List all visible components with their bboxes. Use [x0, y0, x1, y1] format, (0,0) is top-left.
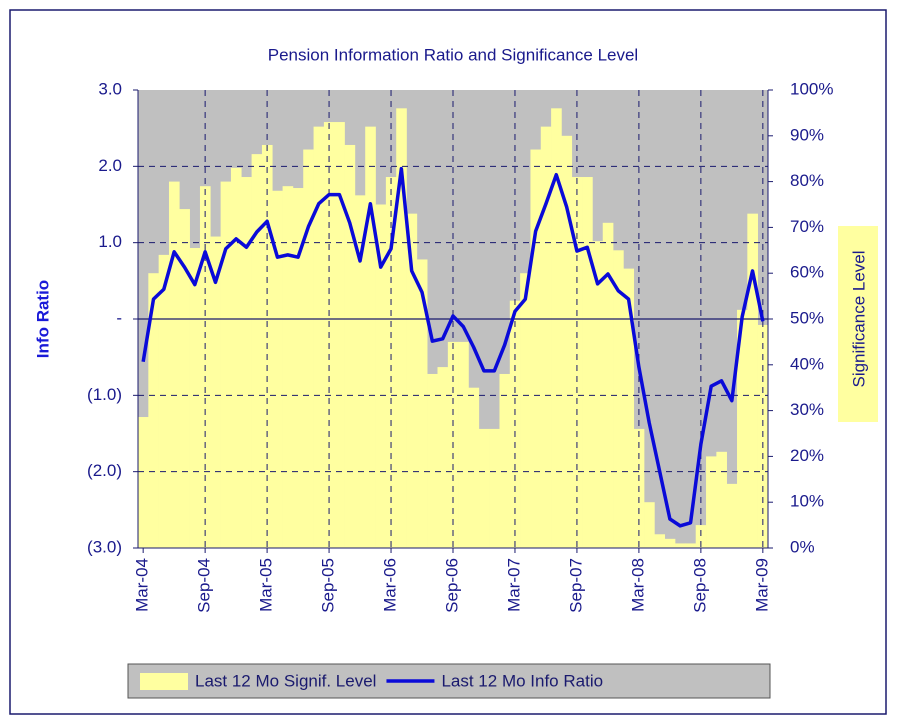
x-tick-label: Sep-06: [442, 558, 461, 613]
bar: [230, 167, 242, 549]
bar: [334, 122, 345, 548]
x-tick-label: Mar-08: [628, 558, 647, 612]
bar: [210, 236, 221, 548]
bar: [747, 213, 758, 548]
bar: [282, 186, 294, 548]
chart-title: Pension Information Ratio and Significan…: [268, 45, 638, 64]
y-tick-label: -: [116, 308, 122, 327]
bar: [540, 126, 552, 548]
bar: [664, 538, 676, 548]
bar: [551, 108, 562, 548]
bar: [220, 181, 232, 548]
bar: [458, 341, 469, 548]
bar: [344, 144, 356, 548]
bar: [396, 108, 407, 548]
y2-tick-label: 50%: [790, 308, 824, 327]
bar: [138, 417, 149, 548]
bar: [499, 373, 511, 548]
bar: [530, 149, 542, 549]
bar: [592, 241, 604, 548]
legend-swatch: [140, 673, 188, 690]
y2-tick-label: 100%: [790, 79, 833, 98]
bar: [685, 543, 697, 548]
bar: [571, 177, 583, 548]
y-axis-title: Info Ratio: [33, 280, 52, 358]
y2-tick-label: 70%: [790, 217, 824, 236]
bar: [427, 373, 438, 548]
bar: [272, 190, 283, 548]
bar: [179, 209, 190, 548]
bar: [168, 181, 180, 548]
bar: [148, 273, 159, 548]
bar: [158, 254, 170, 548]
bar: [478, 428, 490, 548]
bar: [613, 250, 624, 549]
bar: [582, 177, 593, 548]
bar: [354, 195, 366, 548]
x-tick-label: Mar-04: [133, 558, 152, 612]
y-tick-label: (2.0): [87, 461, 122, 480]
bar: [385, 177, 397, 548]
bar: [416, 259, 428, 548]
y2-axis-title: Significance Level: [849, 250, 868, 387]
bar: [644, 502, 655, 548]
x-tick-label: Sep-08: [690, 558, 709, 613]
x-tick-label: Sep-07: [566, 558, 585, 613]
y2-tick-label: 90%: [790, 125, 824, 144]
y2-tick-label: 60%: [790, 263, 824, 282]
y2-tick-label: 10%: [790, 492, 824, 511]
x-tick-label: Mar-06: [381, 558, 400, 612]
y2-tick-label: 30%: [790, 400, 824, 419]
x-tick-label: Mar-05: [257, 558, 276, 612]
bar: [313, 126, 325, 548]
legend-box: [127, 663, 771, 699]
x-tick-label: Mar-07: [504, 558, 523, 612]
bar: [675, 543, 686, 548]
y2-tick-label: 40%: [790, 354, 824, 373]
bar: [303, 149, 314, 549]
bar: [406, 213, 418, 548]
x-tick-label: Mar-09: [752, 558, 771, 612]
y-tick-label: (1.0): [87, 385, 122, 404]
bar: [716, 451, 727, 548]
y2-tick-label: 0%: [790, 537, 815, 556]
y-tick-label: (3.0): [87, 537, 122, 556]
bar: [706, 456, 717, 548]
y2-title-box: [838, 226, 878, 422]
y-tick-label: 1.0: [98, 232, 122, 251]
x-tick-label: Sep-05: [319, 558, 338, 613]
bar: [241, 177, 252, 548]
bar: [251, 154, 263, 548]
bar: [375, 204, 387, 548]
bar: [468, 387, 480, 548]
x-tick-label: Sep-04: [195, 558, 214, 613]
bar: [695, 525, 707, 548]
y-tick-label: 3.0: [98, 79, 122, 98]
bar: [602, 222, 614, 548]
bar: [737, 309, 748, 548]
bar: [437, 367, 449, 548]
y-tick-label: 2.0: [98, 156, 122, 175]
legend-label: Last 12 Mo Info Ratio: [441, 671, 603, 690]
bar: [520, 273, 531, 548]
bar: [561, 135, 573, 549]
bar: [365, 126, 376, 548]
legend-label: Last 12 Mo Signif. Level: [195, 671, 376, 690]
y2-tick-label: 80%: [790, 171, 824, 190]
bar: [189, 248, 201, 548]
bar: [726, 483, 738, 548]
bar: [292, 188, 304, 548]
line: [141, 166, 765, 528]
bar: [654, 534, 666, 548]
bar: [489, 428, 500, 548]
y2-tick-label: 20%: [790, 446, 824, 465]
bar: [623, 268, 635, 548]
